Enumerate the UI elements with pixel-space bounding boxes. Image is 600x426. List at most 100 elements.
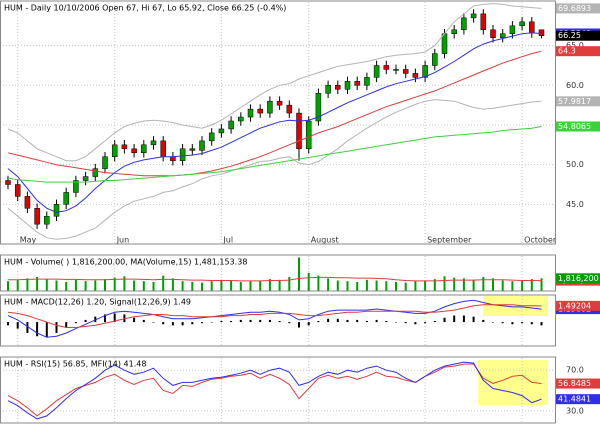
bar — [181, 281, 184, 291]
candle-body — [344, 81, 351, 90]
bar — [84, 319, 87, 323]
series-line — [7, 363, 542, 417]
bar — [298, 322, 300, 328]
bar — [336, 280, 339, 291]
bar — [404, 322, 407, 324]
bar — [307, 272, 310, 291]
candle-body — [63, 192, 69, 205]
candle-body — [335, 85, 341, 90]
candle-body — [325, 85, 331, 94]
bar — [327, 278, 330, 291]
bar — [152, 322, 155, 323]
bar — [201, 322, 203, 324]
candle-body — [461, 17, 467, 31]
bar — [521, 280, 524, 291]
bar — [462, 278, 465, 291]
bar — [511, 322, 514, 325]
bar — [259, 319, 262, 323]
x-tick-label: May — [20, 236, 37, 245]
bar — [375, 280, 378, 291]
candle-body — [44, 215, 50, 225]
candle-body — [257, 108, 263, 114]
x-tick-label: Jul — [222, 236, 233, 245]
candle-body — [53, 204, 60, 217]
bar — [414, 322, 417, 325]
bar — [501, 280, 504, 291]
bar — [239, 319, 242, 323]
bar — [123, 314, 126, 323]
bar — [521, 322, 524, 324]
bar — [482, 319, 485, 323]
panel-frame — [0, 254, 556, 292]
end-label-bg — [556, 300, 600, 311]
candle-body — [538, 29, 545, 36]
bar — [540, 322, 543, 326]
bar — [230, 321, 233, 323]
bar — [142, 281, 145, 291]
candle-body — [34, 208, 40, 225]
x-tick-label: October — [524, 236, 557, 245]
bar — [462, 315, 465, 323]
bar — [133, 280, 136, 291]
bar — [55, 280, 58, 291]
bar — [472, 316, 475, 323]
bar — [395, 281, 397, 291]
end-label-bg — [556, 394, 600, 405]
candle-body — [189, 148, 196, 151]
bar — [7, 322, 9, 326]
y-tick-label: 30.0 — [566, 406, 584, 415]
bar — [307, 322, 310, 326]
candle-body — [14, 184, 21, 197]
candle-body — [480, 13, 487, 31]
bar — [220, 279, 223, 291]
bar — [268, 319, 271, 323]
candle-body — [5, 180, 11, 185]
x-tick-label: Jun — [116, 236, 130, 245]
y-tick-label: 50.0 — [566, 160, 584, 169]
bar — [84, 281, 87, 291]
bar — [26, 278, 29, 291]
bar — [16, 279, 19, 291]
bar — [104, 314, 106, 323]
bar — [7, 281, 9, 291]
bar — [26, 322, 29, 333]
bar — [268, 279, 271, 291]
candle-body — [499, 33, 506, 38]
candle-body — [92, 168, 99, 177]
bar — [530, 279, 533, 291]
bar — [424, 322, 427, 324]
end-label: 54.8065 — [558, 122, 591, 131]
bar — [74, 279, 77, 291]
end-label-bg — [556, 96, 600, 107]
bar — [104, 279, 106, 291]
candle-body — [82, 176, 89, 181]
end-label: 57.9817 — [558, 97, 591, 106]
bar — [201, 282, 203, 291]
candle-body — [267, 100, 273, 114]
candle-body — [432, 53, 438, 66]
candle-body — [24, 196, 31, 209]
bar — [385, 321, 388, 323]
candle-body — [412, 73, 419, 78]
highlight — [483, 296, 548, 316]
bar — [113, 277, 116, 291]
bar — [162, 275, 165, 291]
candle-body — [529, 21, 535, 34]
candle-body — [160, 140, 166, 157]
bar — [249, 281, 252, 291]
bar — [317, 275, 320, 291]
candle-body — [247, 108, 254, 118]
bar — [152, 281, 155, 291]
panel-frame — [0, 294, 556, 347]
bar — [346, 319, 349, 323]
bar — [249, 319, 252, 323]
bar — [36, 322, 39, 337]
bar — [133, 317, 136, 323]
bar — [395, 322, 397, 323]
bar — [36, 277, 39, 291]
bar — [385, 281, 388, 291]
x-tick-label: September — [427, 236, 472, 245]
bar — [356, 281, 359, 291]
